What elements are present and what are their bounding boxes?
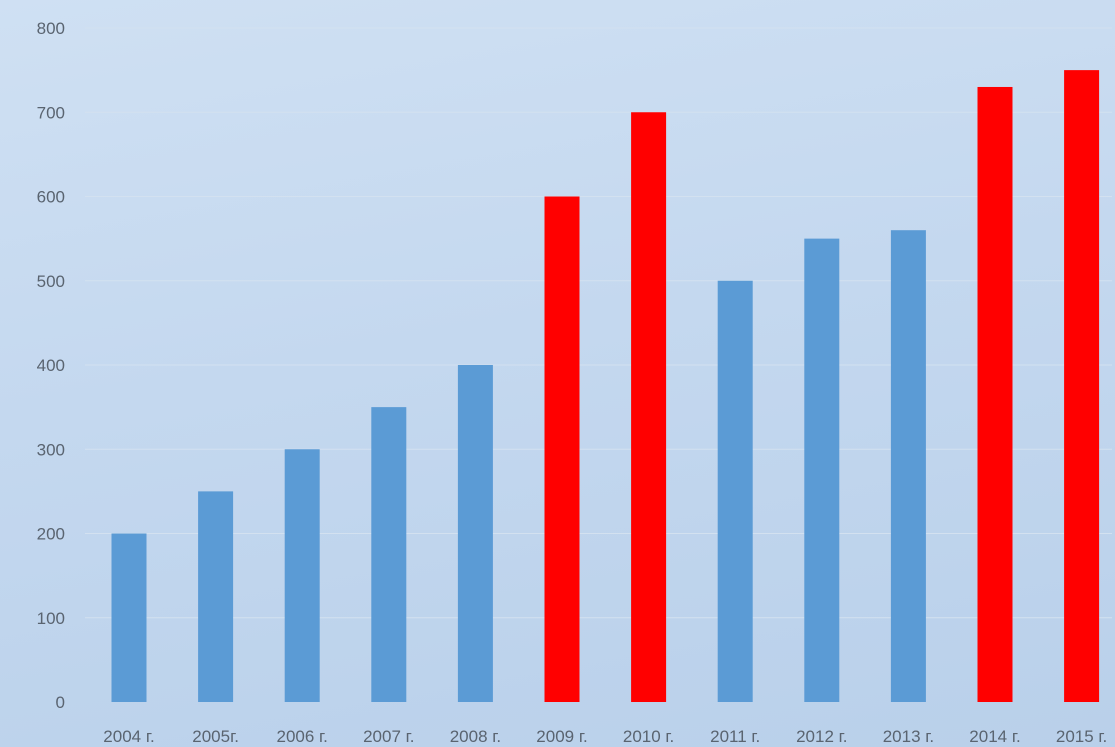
x-tick-label: 2005г.: [192, 727, 239, 746]
bar: [111, 533, 147, 702]
bar: [1064, 70, 1100, 702]
x-tick-label: 2008 г.: [450, 727, 501, 746]
y-tick-label: 700: [37, 103, 65, 122]
y-tick-label: 600: [37, 188, 65, 207]
y-axis-tick-labels: 0 100 200 300 400 500 600 700 800: [37, 19, 65, 712]
bar: [890, 230, 926, 702]
y-tick-label: 800: [37, 19, 65, 38]
bar: [631, 112, 667, 702]
bar: [371, 407, 407, 702]
x-tick-label: 2012 г.: [796, 727, 847, 746]
bar: [198, 491, 234, 702]
x-tick-label: 2006 г.: [277, 727, 328, 746]
bar: [977, 86, 1013, 703]
x-tick-label: 2007 г.: [363, 727, 414, 746]
gridlines: [85, 27, 1112, 619]
x-tick-label: 2011 г.: [710, 727, 760, 746]
x-tick-label: 2010 г.: [623, 727, 674, 746]
y-tick-label: 400: [37, 356, 65, 375]
x-tick-label: 2013 г.: [883, 727, 934, 746]
bar: [457, 365, 493, 702]
bar: [804, 238, 840, 702]
x-tick-label: 2015 г.: [1056, 727, 1107, 746]
bars: [111, 70, 1100, 703]
y-tick-label: 200: [37, 525, 65, 544]
y-tick-label: 300: [37, 440, 65, 459]
x-tick-label: 2009 г.: [536, 727, 587, 746]
x-axis-tick-labels: 2004 г. 2005г. 2006 г. 2007 г. 2008 г. 2009 г…: [103, 727, 1107, 746]
bar: [544, 196, 580, 702]
y-tick-label: 500: [37, 272, 65, 291]
y-tick-label: 0: [56, 693, 65, 712]
x-tick-label: 2014 г.: [969, 727, 1020, 746]
bar: [284, 449, 320, 702]
x-tick-label: 2004 г.: [103, 727, 154, 746]
bar: [717, 280, 753, 702]
y-tick-label: 100: [37, 609, 65, 628]
